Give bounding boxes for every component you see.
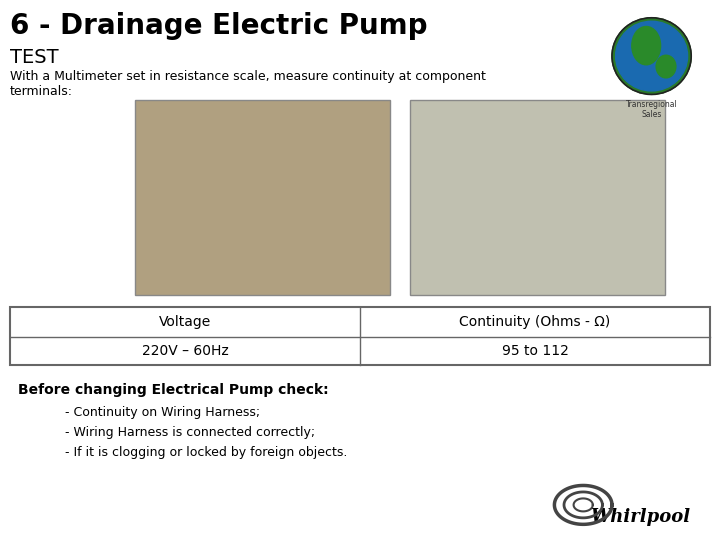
Text: Voltage: Voltage [159,315,211,329]
Ellipse shape [632,26,660,65]
Text: Transregional: Transregional [626,100,678,109]
Text: - If it is clogging or locked by foreign objects.: - If it is clogging or locked by foreign… [65,446,347,459]
Text: 95 to 112: 95 to 112 [502,344,568,358]
Text: - Continuity on Wiring Harness;: - Continuity on Wiring Harness; [65,406,260,419]
Text: With a Multimeter set in resistance scale, measure continuity at component
termi: With a Multimeter set in resistance scal… [10,70,486,98]
Text: Sales: Sales [642,110,662,119]
Ellipse shape [656,55,676,78]
Text: Whirlpool: Whirlpool [590,508,690,526]
Text: 220V – 60Hz: 220V – 60Hz [142,344,228,358]
Circle shape [612,18,691,94]
Text: Continuity (Ohms - Ω): Continuity (Ohms - Ω) [459,315,611,329]
Text: Before changing Electrical Pump check:: Before changing Electrical Pump check: [18,383,328,397]
Text: - Wiring Harness is connected correctly;: - Wiring Harness is connected correctly; [65,426,315,439]
FancyBboxPatch shape [10,307,710,365]
Ellipse shape [616,21,688,91]
FancyBboxPatch shape [135,100,390,295]
Text: TEST: TEST [10,48,58,67]
FancyBboxPatch shape [410,100,665,295]
Text: 6 - Drainage Electric Pump: 6 - Drainage Electric Pump [10,12,428,40]
